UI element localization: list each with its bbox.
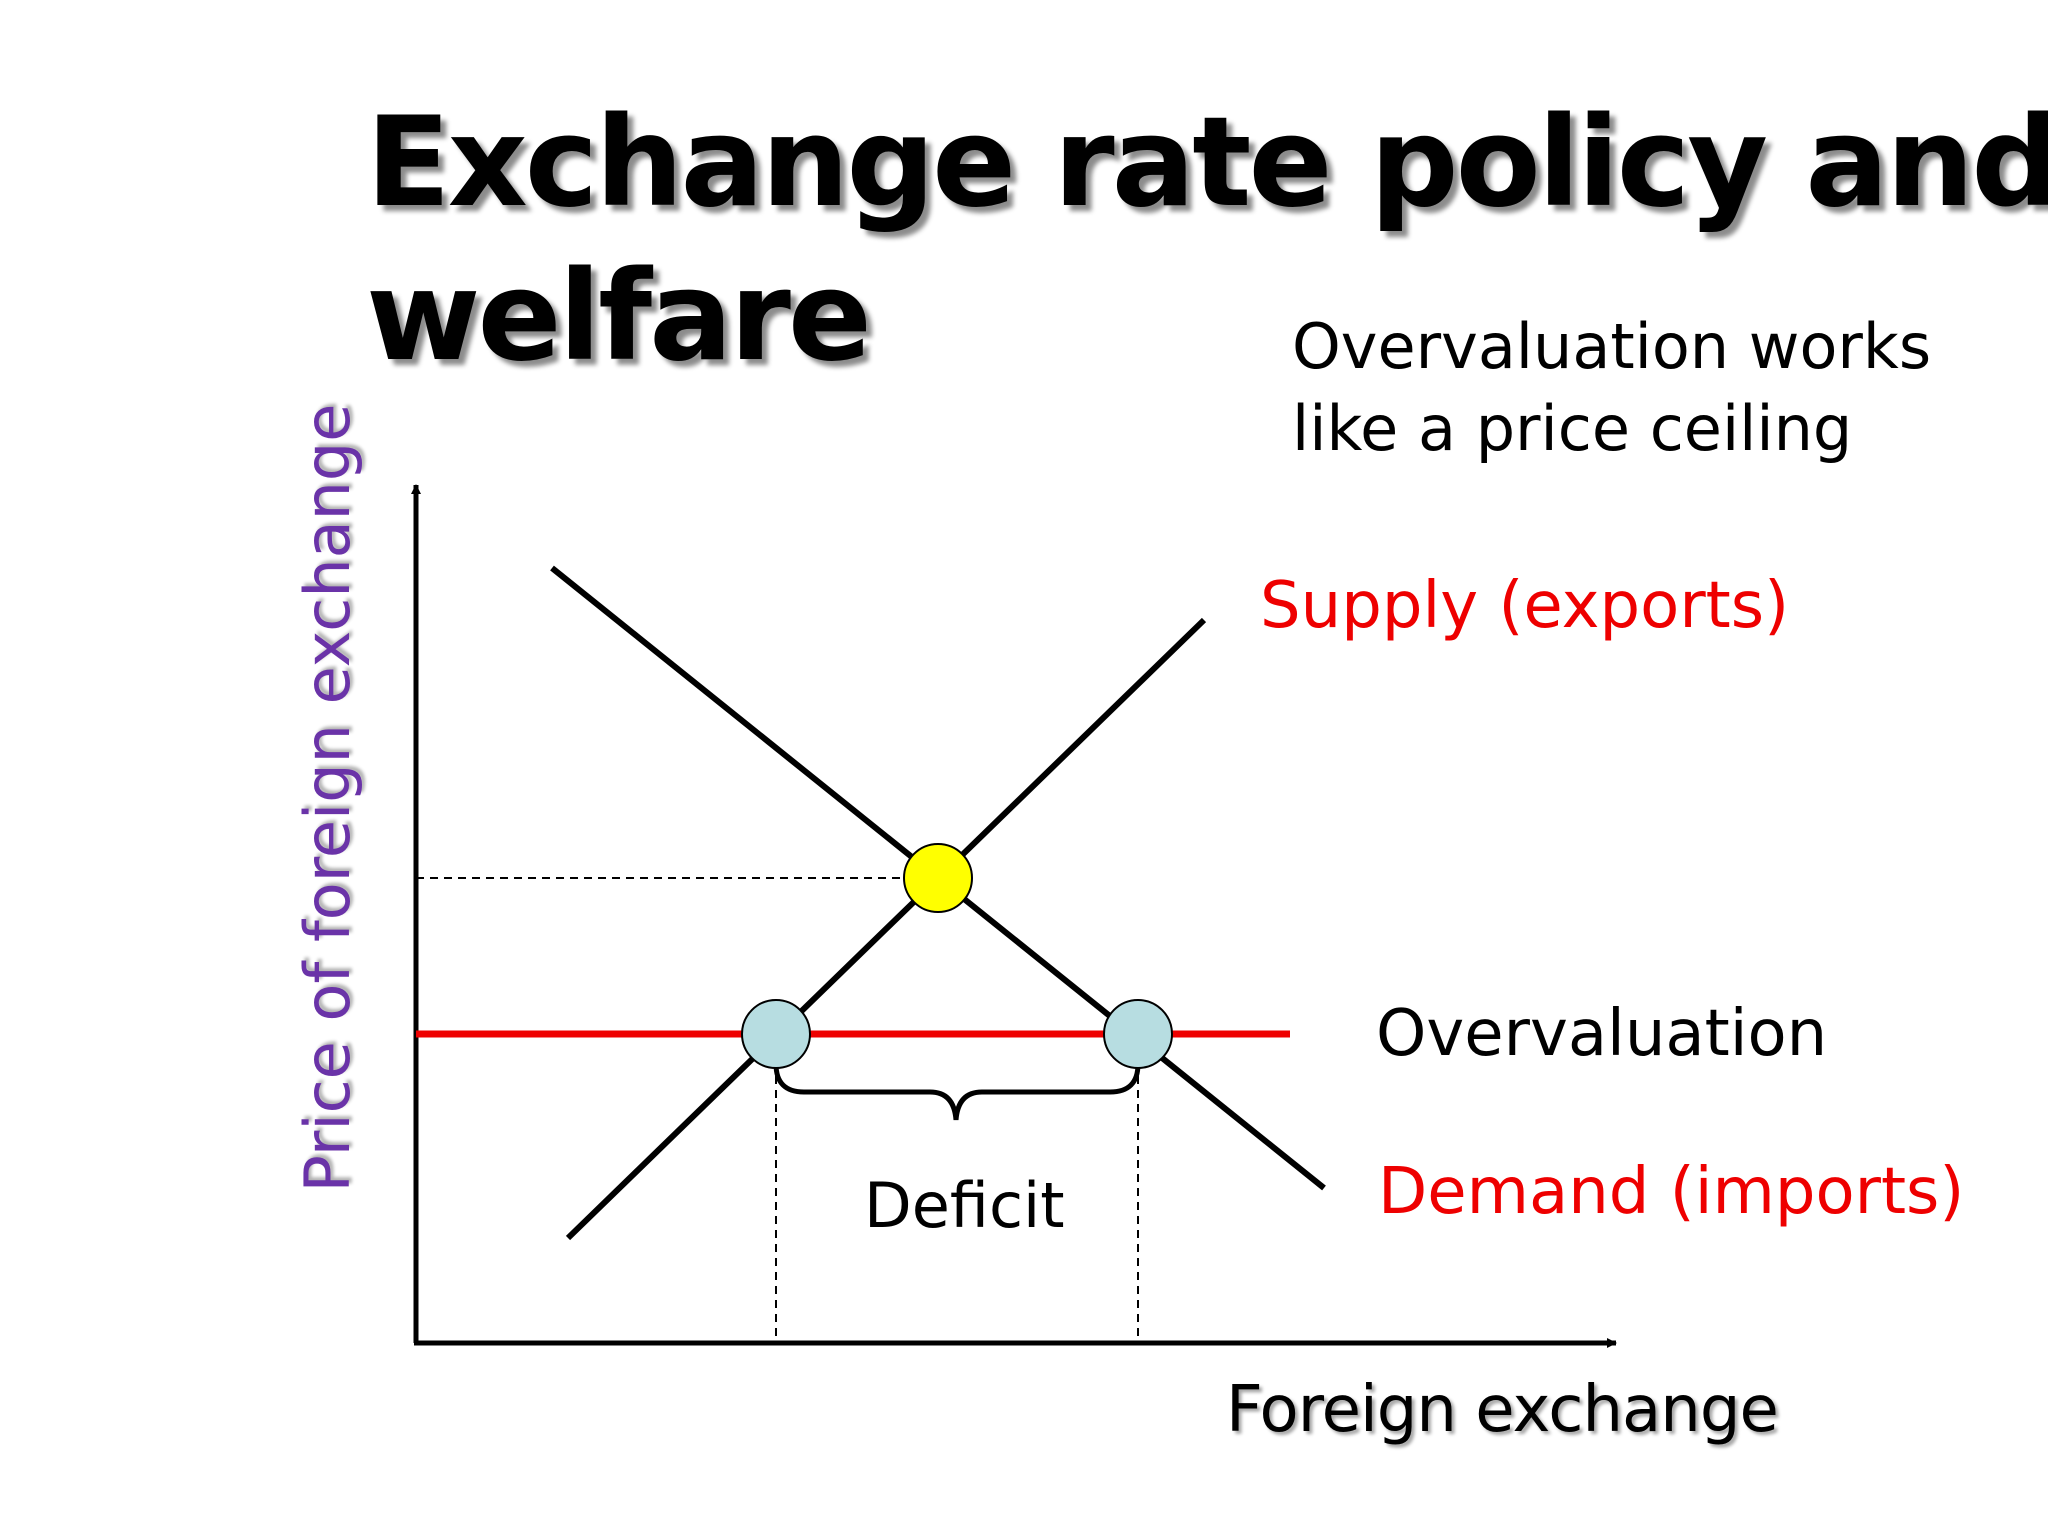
supply-curve: [565, 617, 1207, 1241]
supply-ceiling-point: [741, 999, 811, 1069]
deficit-label: Deficit: [864, 1169, 1065, 1242]
slide-title: Exchange rate policy and welfare: [366, 86, 2048, 394]
y-axis-label: Price of foreign exchange: [291, 403, 364, 1193]
x-axis-label: Foreign exchange: [1226, 1373, 1779, 1447]
slide-note: Overvaluation works like a price ceiling: [1292, 306, 1931, 470]
deficit-brace: [773, 1063, 1141, 1121]
demand-ceiling-point: [1103, 999, 1173, 1069]
slide-note-line-2: like a price ceiling: [1292, 392, 1853, 465]
slide-note-line-1: Overvaluation works: [1292, 310, 1932, 383]
demand-curve-label: Demand (imports): [1378, 1155, 1965, 1229]
slide-title-line-2: welfare: [366, 245, 872, 389]
equilibrium-point: [903, 843, 973, 913]
slide-title-line-1: Exchange rate policy and: [366, 91, 2048, 235]
supply-curve-label: Supply (exports): [1260, 569, 1790, 643]
overvaluation-label: Overvaluation: [1376, 997, 1828, 1071]
